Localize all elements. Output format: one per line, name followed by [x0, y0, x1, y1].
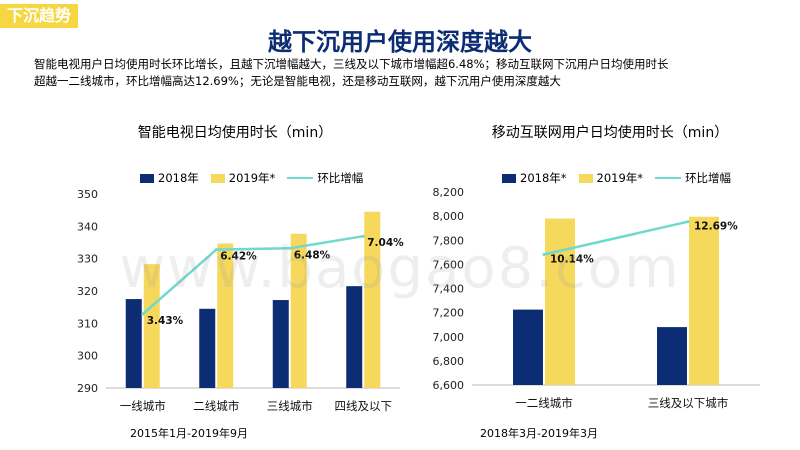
growth-point	[542, 253, 546, 257]
x-tick-label: 三线城市	[267, 399, 313, 413]
bar-2018	[346, 286, 363, 388]
legend-label: 2019年*	[228, 171, 276, 185]
x-tick-label: 四线及以下	[335, 399, 393, 413]
legend-swatch-2019	[210, 173, 225, 183]
tv-chart-legend: 2018年 2019年* 环比增幅	[140, 170, 363, 186]
legend-label: 2019年*	[596, 171, 644, 185]
y-tick-label: 330	[77, 253, 98, 266]
legend-swatch-2019	[578, 173, 593, 183]
mobile-chart-legend: 2018年* 2019年* 环比增幅	[502, 170, 731, 186]
y-tick-label: 7,600	[433, 258, 465, 271]
legend-item-2018: 2018年*	[502, 170, 567, 186]
growth-point	[361, 234, 365, 238]
y-tick-label: 8,200	[433, 186, 465, 199]
legend-swatch-2018	[502, 173, 516, 183]
tv-chart-source: 2015年1月-2019年9月	[130, 427, 248, 440]
bar-2019	[545, 218, 575, 385]
section-tag: 下沉趋势	[0, 4, 78, 28]
y-tick-label: 7,200	[433, 307, 465, 320]
mobile-usage-chart: 6,600 6,800 7,000 7,200 7,400 7,600 7,800 8,000…	[433, 186, 760, 410]
description-line: 智能电视用户日均使用时长环比增长，且越下沉增幅越大，三线及以下城市增幅超6.48…	[34, 57, 669, 71]
mobile-chart-source: 2018年3月-2019年3月	[480, 427, 598, 440]
y-tick-label: 350	[77, 188, 98, 201]
growth-line	[543, 220, 689, 256]
tv-chart-title: 智能电视日均使用时长（min）	[137, 125, 333, 141]
growth-data-label: 6.48%	[294, 249, 331, 261]
y-tick-label: 310	[77, 317, 98, 330]
y-tick-label: 6,600	[433, 379, 465, 392]
legend-label: 2018年*	[520, 171, 567, 185]
bar-2018	[513, 309, 543, 385]
y-tick-label: 300	[77, 350, 98, 363]
bar-2019	[143, 264, 160, 388]
y-tick-label: 7,800	[433, 234, 465, 247]
growth-point	[141, 312, 145, 316]
y-tick-label: 340	[77, 220, 98, 233]
legend-label: 2018年	[158, 171, 199, 185]
legend-label: 环比增幅	[685, 171, 732, 185]
legend-item-growth: 环比增幅	[655, 170, 731, 186]
y-tick-label: 6,800	[433, 355, 465, 368]
x-tick-label: 三线及以下城市	[648, 396, 729, 410]
x-tick-label: 二线城市	[193, 399, 239, 413]
legend-item-2019: 2019年*	[578, 170, 644, 186]
bar-2018	[272, 300, 289, 388]
legend-item-2018: 2018年	[140, 170, 199, 186]
legend-label: 环比增幅	[317, 171, 364, 185]
y-tick-label: 7,400	[433, 283, 465, 296]
growth-data-label: 3.43%	[147, 315, 184, 327]
x-tick-label: 一线城市	[120, 399, 166, 413]
legend-swatch-growth	[287, 177, 314, 179]
legend-swatch-2018	[140, 173, 154, 183]
growth-point	[686, 220, 690, 224]
growth-line	[141, 234, 364, 316]
x-tick-label: 一二线城市	[515, 396, 573, 410]
growth-point	[288, 246, 292, 250]
y-tick-label: 290	[77, 382, 98, 395]
bar-2019	[689, 216, 719, 385]
mobile-chart-title: 移动互联网用户日均使用时长（min）	[491, 125, 729, 141]
bar-2018	[199, 308, 216, 388]
page-title: 越下沉用户使用深度越大	[268, 28, 532, 56]
growth-data-label: 12.69%	[694, 221, 738, 233]
y-tick-label: 7,000	[433, 331, 465, 344]
growth-point	[214, 248, 218, 252]
y-tick-label: 320	[77, 285, 98, 298]
y-tick-label: 8,000	[433, 210, 465, 223]
growth-data-label: 7.04%	[367, 237, 404, 249]
bar-2018	[125, 299, 142, 388]
legend-swatch-growth	[655, 177, 682, 179]
growth-data-label: 6.42%	[220, 251, 257, 263]
bar-2019	[364, 211, 381, 388]
description-line: 超越一二线城市，环比增幅高达12.69%；无论是智能电视，还是移动互联网，越下沉…	[34, 74, 561, 88]
description: 智能电视用户日均使用时长环比增长，且越下沉增幅越大，三线及以下城市增幅超6.48…	[34, 56, 774, 90]
legend-item-2019: 2019年*	[210, 170, 276, 186]
bar-2019	[290, 233, 307, 388]
bar-2019	[217, 243, 234, 388]
growth-data-label: 10.14%	[550, 254, 594, 266]
legend-item-growth: 环比增幅	[287, 170, 363, 186]
bar-2018	[657, 327, 687, 385]
tv-usage-chart: 290 300 310 320 330 340 350 一线城市 二线城市 三线城市 四线及以下 3.…	[77, 188, 404, 413]
